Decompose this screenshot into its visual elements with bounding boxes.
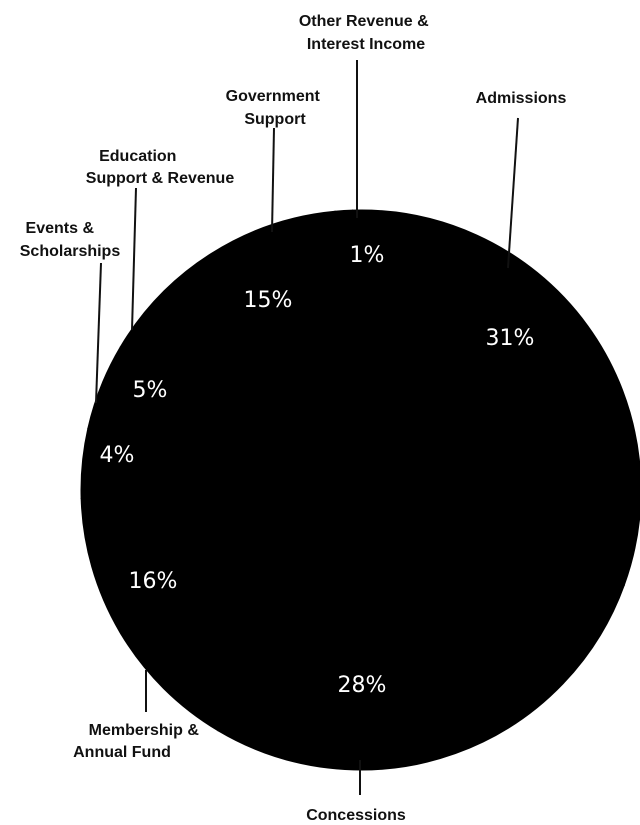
value-label-education: 5%	[133, 378, 168, 403]
value-label-government-support: 15%	[244, 288, 293, 313]
leader-events	[95, 262, 102, 404]
leader-education	[131, 187, 137, 331]
pie-slice-government-support	[119, 210, 362, 491]
label-concessions: Concessions	[306, 807, 406, 824]
label-education: Education Support & Revenue	[86, 148, 235, 187]
value-label-membership: 16%	[129, 569, 178, 594]
value-label-concessions: 28%	[338, 673, 387, 698]
value-label-other-revenue: 1%	[350, 243, 385, 268]
pie-slice-other-revenue-interest-income	[334, 209, 362, 491]
pie-slice-membership-annual-fund	[80, 489, 362, 732]
value-label-events: 4%	[100, 443, 135, 468]
label-government-support: Government Support	[226, 88, 325, 128]
leader-lines	[95, 60, 519, 795]
label-membership: Membership & Annual Fund	[73, 722, 203, 761]
leader-admissions	[507, 117, 519, 269]
pie-slices	[80, 209, 640, 771]
label-other-revenue: Other Revenue & Interest Income	[299, 13, 433, 53]
label-events: Events & Scholarships	[20, 220, 121, 260]
label-admissions: Admissions	[476, 90, 567, 107]
leader-government-support	[271, 127, 275, 233]
value-label-admissions: 31%	[486, 326, 535, 351]
